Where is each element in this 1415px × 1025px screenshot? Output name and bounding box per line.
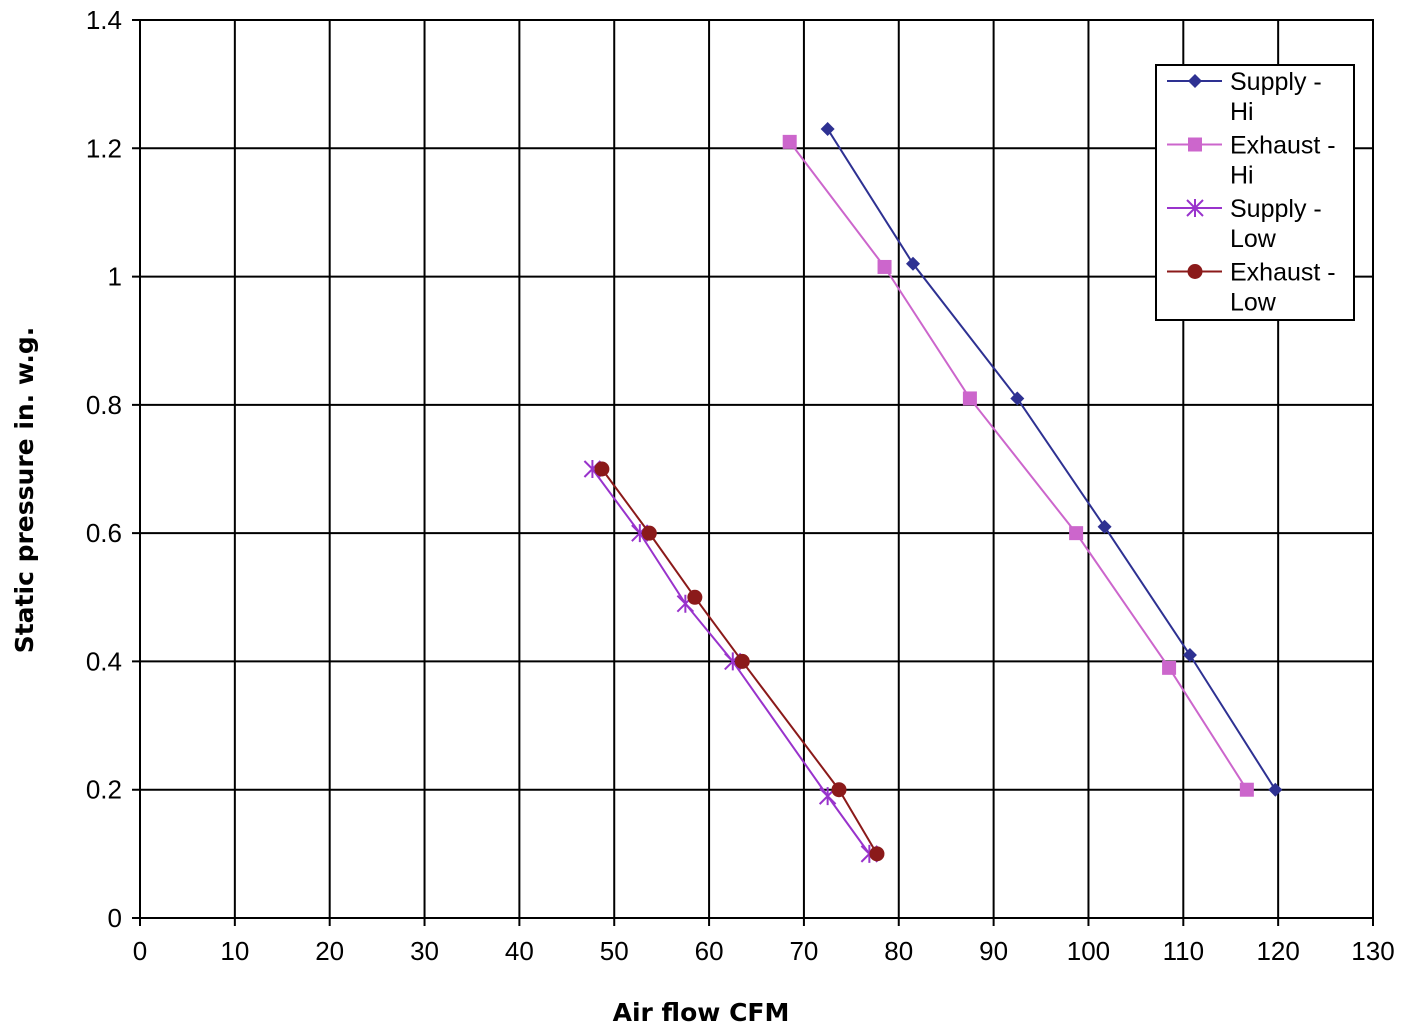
data-point	[1069, 526, 1084, 541]
y-tick-label: 0.8	[86, 390, 122, 420]
legend-label: Hi	[1230, 162, 1254, 190]
y-tick-label: 0	[108, 903, 122, 933]
data-point	[641, 525, 657, 541]
data-point	[831, 782, 847, 798]
x-tick-label: 50	[600, 936, 629, 966]
legend-item: Exhaust -Hi	[1167, 132, 1336, 190]
data-point	[1097, 519, 1112, 534]
x-tick-label: 80	[884, 936, 913, 966]
y-tick-label: 0.2	[86, 775, 122, 805]
data-point	[877, 259, 892, 274]
series-line	[826, 128, 1277, 791]
legend-marker	[1188, 74, 1202, 88]
data-point	[820, 122, 835, 137]
y-tick-label: 1.4	[86, 5, 122, 35]
x-tick-label: 40	[505, 936, 534, 966]
x-tick-label: 0	[133, 936, 147, 966]
legend-marker	[1186, 199, 1204, 217]
legend-label: Supply -	[1230, 68, 1322, 96]
x-tick-label: 90	[979, 936, 1008, 966]
legend-marker	[1187, 264, 1203, 279]
data-point	[734, 653, 750, 669]
legend-item: Supply -Hi	[1167, 68, 1322, 126]
data-point	[1268, 782, 1283, 797]
plot-area	[139, 19, 1374, 919]
data-point	[687, 589, 703, 605]
series-line	[601, 468, 878, 855]
plot-border	[139, 19, 1374, 919]
x-tick-label: 60	[695, 936, 724, 966]
series-line	[591, 468, 871, 855]
data-point	[869, 846, 885, 862]
legend-box	[1155, 64, 1355, 321]
legend-label: Hi	[1230, 98, 1254, 126]
x-tick-label: 110	[1163, 936, 1204, 966]
y-tick-label: 0.6	[86, 518, 122, 548]
series-3	[594, 461, 885, 862]
x-tick-label: 20	[315, 936, 344, 966]
legend-label: Exhaust -	[1230, 132, 1336, 160]
x-tick-label: 70	[789, 936, 818, 966]
series-1	[782, 134, 1254, 797]
x-tick-label: 120	[1256, 936, 1299, 966]
data-point	[1010, 391, 1025, 406]
legend-label: Low	[1230, 225, 1277, 253]
y-tick-label: 1.2	[86, 133, 122, 163]
data-point	[1162, 660, 1177, 675]
data-point	[905, 256, 920, 271]
y-axis-title: Static pressure in. w.g.	[10, 327, 39, 654]
x-axis-title: Air flow CFM	[613, 998, 790, 1025]
series-layer	[583, 122, 1283, 863]
series-0	[820, 122, 1283, 797]
y-axis-ticks: 0 0.2 0.4 0.6 0.8 1 1.2 1.4	[86, 5, 122, 933]
data-point	[1182, 648, 1197, 663]
x-axis-ticks: 0 10 20 30 40 50 60 70 80 90 100 110 120 130	[133, 936, 1395, 966]
legend-item: Exhaust -Low	[1167, 259, 1336, 317]
data-point	[782, 134, 797, 149]
series-line	[788, 141, 1248, 791]
y-tick-label: 0.4	[86, 646, 122, 676]
data-point	[962, 391, 977, 406]
legend-label: Exhaust -	[1230, 259, 1336, 287]
data-point	[594, 461, 610, 477]
legend-marker	[1188, 137, 1202, 152]
x-tick-label: 30	[410, 936, 439, 966]
legend-label: Low	[1230, 289, 1277, 317]
x-tick-label: 10	[220, 936, 249, 966]
legend-item: Supply -Low	[1167, 195, 1322, 253]
data-point	[1239, 782, 1254, 797]
x-tick-label: 100	[1067, 936, 1110, 966]
x-tick-label: 130	[1351, 936, 1394, 966]
y-tick-label: 1	[108, 262, 122, 292]
legend-label: Supply -	[1230, 195, 1322, 223]
